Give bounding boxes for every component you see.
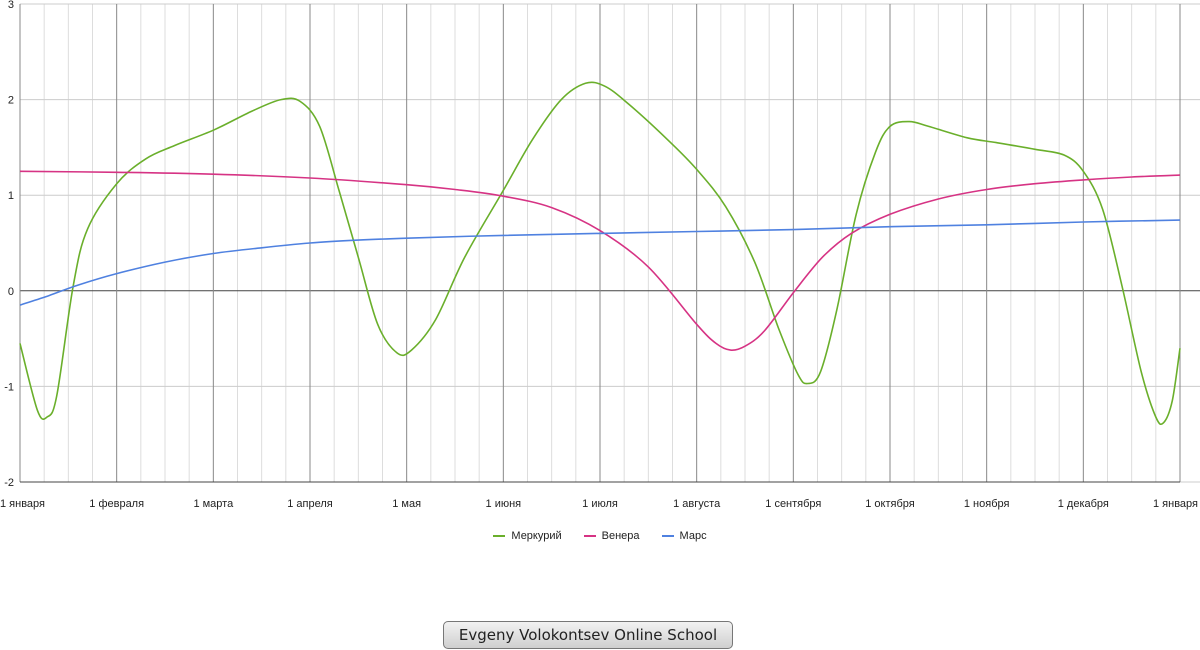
x-tick-label: 1 октября: [865, 498, 915, 510]
legend-label: Меркурий: [511, 530, 562, 542]
chart-area: 3 2 1 0 -1 -2 1 января 1 февраля 1 марта 1 апрел…: [0, 0, 1200, 510]
minor-gridlines: [43, 4, 1157, 482]
y-axis-ticks: 3 2 1 0 -1 -2: [4, 0, 14, 489]
x-axis-ticks: 1 января 1 февраля 1 марта 1 апреля 1 мая 1 и…: [0, 498, 1198, 510]
y-tick-label: 2: [8, 95, 14, 107]
legend-swatch: [583, 535, 596, 537]
legend-swatch: [661, 535, 674, 537]
x-tick-label: 1 июля: [582, 498, 618, 510]
legend-label: Марс: [679, 530, 707, 542]
legend-item: Меркурий: [493, 530, 562, 542]
legend-swatch: [493, 535, 506, 537]
y-tick-label: -2: [4, 477, 14, 489]
x-tick-label: 1 января: [1153, 498, 1198, 510]
watermark-badge: Evgeny Volokontsev Online School: [443, 621, 733, 649]
legend-item: Венера: [583, 530, 640, 542]
x-tick-label: 1 августа: [673, 498, 721, 510]
y-tick-label: 1: [8, 190, 14, 202]
series-lines: [19, 81, 1181, 426]
x-tick-label: 1 декабря: [1058, 498, 1109, 510]
x-tick-label: 1 января: [0, 498, 45, 510]
x-tick-label: 1 февраля: [89, 498, 144, 510]
major-gridlines: [19, 3, 1200, 483]
legend-item: Марс: [661, 530, 707, 542]
y-tick-label: -1: [4, 381, 14, 393]
y-tick-label: 3: [8, 0, 14, 11]
legend: Меркурий Венера Марс: [0, 530, 1200, 542]
x-tick-label: 1 июня: [486, 498, 522, 510]
x-tick-label: 1 мая: [392, 498, 421, 510]
series-line-2: [19, 219, 1181, 306]
y-tick-label: 0: [8, 286, 14, 298]
x-tick-label: 1 ноября: [964, 498, 1010, 510]
series-line-0: [19, 81, 1181, 426]
x-tick-label: 1 марта: [193, 498, 234, 510]
x-tick-label: 1 сентября: [765, 498, 821, 510]
legend-label: Венера: [601, 530, 640, 542]
series-line-1: [19, 170, 1181, 352]
x-tick-label: 1 апреля: [287, 498, 333, 510]
